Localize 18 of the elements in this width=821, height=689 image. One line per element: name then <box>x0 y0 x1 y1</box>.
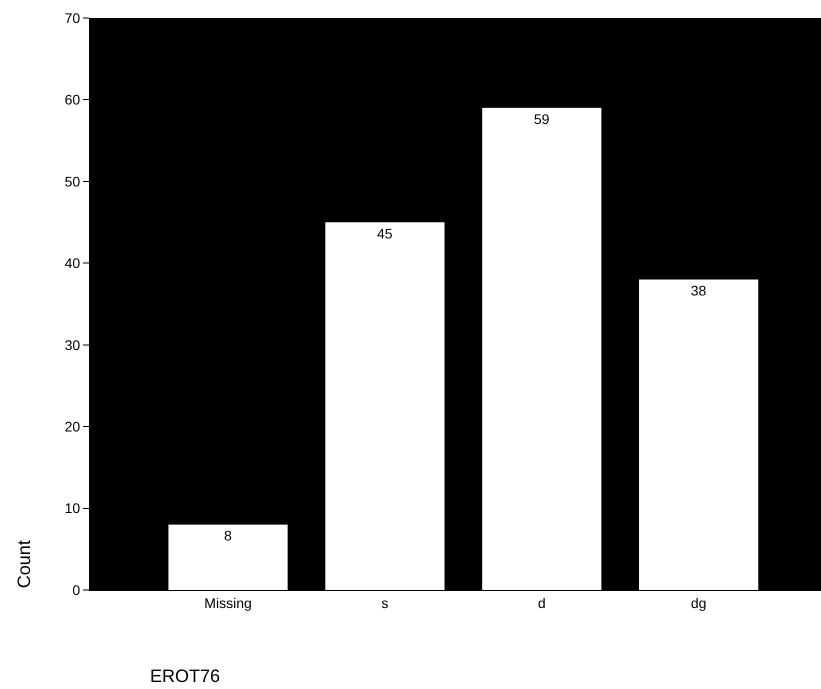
y-tick-label: 50 <box>64 173 80 190</box>
data-label: 8 <box>224 528 232 544</box>
x-tick-label: s <box>381 594 388 611</box>
y-tick-label: 10 <box>64 500 80 516</box>
data-label: 45 <box>377 225 393 242</box>
x-tick-label: Missing <box>204 594 252 611</box>
data-label: 38 <box>690 282 707 298</box>
x-axis-title: EROT76 <box>150 666 220 686</box>
data-label: 59 <box>534 110 550 127</box>
y-tick-label: 20 <box>64 418 80 434</box>
y-tick-label: 30 <box>64 336 80 353</box>
y-tick-label: 60 <box>64 92 80 108</box>
x-tick-label: d <box>538 594 546 611</box>
y-axis-title: Count <box>14 540 34 588</box>
y-tick-label: 40 <box>64 255 80 272</box>
y-tick-label: 0 <box>72 582 80 598</box>
x-tick-label: dg <box>690 594 706 611</box>
y-tick-label: 70 <box>64 10 80 26</box>
